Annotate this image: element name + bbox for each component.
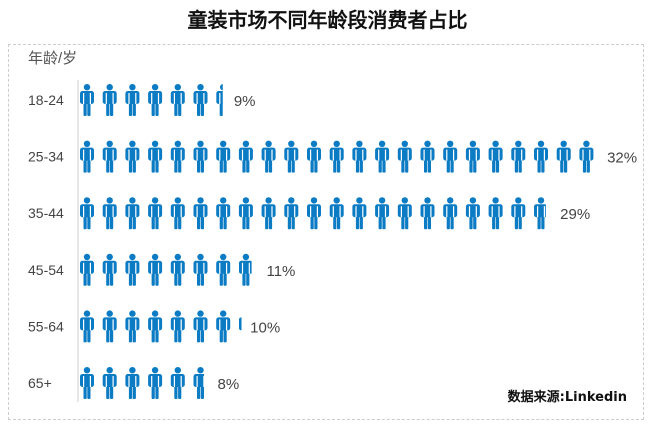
- category-label: 55-64: [28, 318, 64, 334]
- person-icon: [193, 310, 208, 343]
- person-icon: [80, 84, 94, 116]
- person-icon: [102, 84, 117, 116]
- person-icon: [80, 367, 94, 399]
- person-icon: [352, 140, 367, 173]
- category-label: 45-54: [28, 262, 64, 278]
- person-icon: [216, 253, 231, 286]
- person-icon: [170, 367, 185, 399]
- person-icon: [329, 140, 344, 173]
- person-icon: [488, 140, 503, 173]
- person-icon: [148, 197, 163, 230]
- pictograph-row: [80, 253, 252, 286]
- person-icon: [170, 140, 185, 173]
- person-icon: [170, 197, 185, 230]
- person-icon: [284, 197, 299, 230]
- person-icon: [511, 140, 526, 173]
- person-icon: [284, 140, 299, 173]
- person-icon: [443, 197, 458, 230]
- person-icon: [125, 197, 140, 230]
- chart-title: 童装市场不同年龄段消费者占比: [187, 8, 468, 32]
- person-icon: [148, 140, 163, 173]
- chart-frame: [8, 44, 644, 420]
- person-icon: [170, 84, 185, 116]
- person-icon: [261, 140, 276, 173]
- person-icon: [148, 367, 163, 399]
- person-icon: [307, 140, 321, 173]
- person-icon: [102, 140, 117, 173]
- person-icon: [102, 253, 117, 286]
- person-icon: [148, 253, 163, 286]
- person-icon: [148, 84, 163, 116]
- person-icon: [375, 197, 390, 230]
- person-icon: [125, 253, 140, 286]
- person-icon: [170, 253, 185, 286]
- person-icon: [488, 197, 503, 230]
- person-icon: [193, 197, 208, 230]
- person-icon: [125, 140, 140, 173]
- person-icon: [420, 197, 435, 230]
- value-label: 11%: [266, 263, 295, 280]
- person-icon: [216, 310, 231, 343]
- person-icon: [80, 310, 94, 343]
- person-icon: [261, 197, 276, 230]
- person-icon: [329, 197, 344, 230]
- category-label: 35-44: [28, 205, 64, 221]
- value-label: 9%: [234, 93, 256, 110]
- person-icon: [238, 317, 242, 331]
- person-icon: [465, 140, 480, 173]
- person-icon: [465, 197, 480, 230]
- person-icon: [193, 140, 208, 173]
- y-axis-label: 年龄/岁: [28, 50, 77, 67]
- person-icon: [125, 367, 140, 399]
- person-icon: [397, 140, 412, 173]
- person-icon: [170, 310, 185, 343]
- person-icon: [420, 140, 435, 173]
- person-icon: [397, 197, 412, 230]
- value-label: 10%: [250, 319, 280, 336]
- person-icon: [307, 197, 321, 230]
- person-icon: [102, 197, 117, 230]
- person-icon: [125, 84, 140, 116]
- person-icon: [443, 140, 458, 173]
- person-icon: [375, 140, 390, 173]
- pictograph-row: [80, 84, 223, 116]
- person-icon: [193, 253, 208, 286]
- person-icon: [102, 310, 117, 343]
- person-icon: [216, 197, 231, 230]
- person-icon: [216, 84, 223, 116]
- person-icon: [352, 197, 367, 230]
- person-icon: [102, 367, 117, 399]
- pictograph-row: [80, 140, 594, 173]
- person-icon: [80, 197, 94, 230]
- person-icon: [534, 140, 548, 173]
- pictograph-row: [80, 197, 546, 230]
- person-icon: [238, 197, 253, 230]
- person-icon: [148, 310, 163, 343]
- value-label: 8%: [218, 376, 240, 393]
- person-icon: [193, 84, 208, 116]
- person-icon: [80, 253, 94, 286]
- source-note: 数据来源:Linkedin: [507, 390, 627, 405]
- pictograph-row: [80, 310, 242, 343]
- person-icon: [579, 140, 594, 173]
- value-label: 32%: [607, 150, 637, 167]
- person-icon: [238, 140, 253, 173]
- person-icon: [511, 197, 526, 230]
- person-icon: [534, 197, 546, 230]
- pictograph-row: [80, 367, 204, 399]
- person-icon: [193, 367, 204, 399]
- person-icon: [216, 140, 231, 173]
- value-label: 29%: [560, 206, 590, 223]
- person-icon: [80, 140, 94, 173]
- category-label: 18-24: [28, 92, 64, 108]
- person-icon: [125, 310, 140, 343]
- person-icon: [238, 253, 252, 286]
- category-label: 25-34: [28, 149, 64, 165]
- person-icon: [556, 140, 571, 173]
- category-label: 65+: [28, 375, 52, 391]
